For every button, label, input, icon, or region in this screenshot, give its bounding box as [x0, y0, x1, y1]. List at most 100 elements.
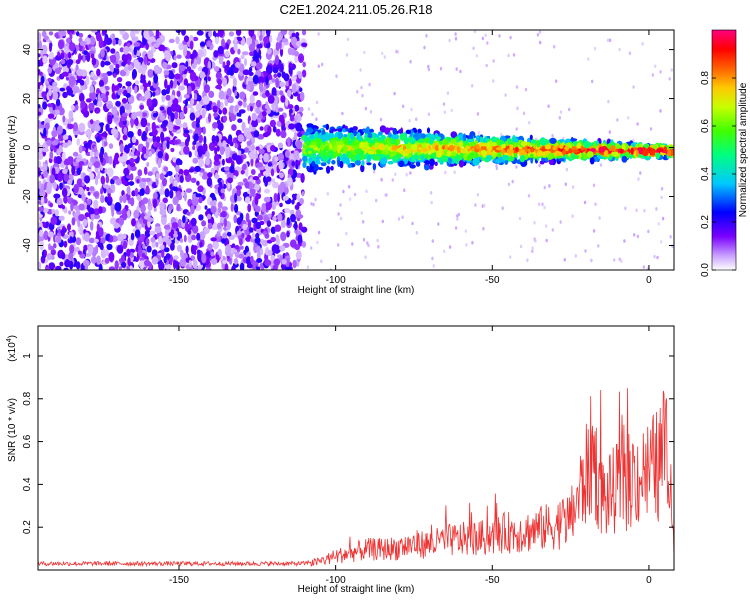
- heatmap-band-cell: [384, 147, 389, 154]
- heatmap-noise-cell: [43, 35, 49, 40]
- heatmap-faint-cell: [348, 197, 352, 201]
- x-tick-label: -150: [169, 575, 189, 586]
- heatmap-noise-cell: [159, 106, 165, 111]
- heatmap-band-cell: [558, 158, 565, 162]
- heatmap-band-cell: [366, 162, 372, 166]
- heatmap-noise-cell: [175, 36, 180, 45]
- heatmap-noise-cell: [289, 239, 297, 248]
- heatmap-noise-cell: [267, 95, 275, 104]
- heatmap-noise-cell: [134, 118, 139, 127]
- heatmap-noise-cell: [264, 188, 271, 194]
- colorbar-tick-label: 0.2: [700, 215, 711, 229]
- heatmap-noise-cell: [224, 263, 229, 270]
- spectrogram-cells: [38, 30, 674, 270]
- heatmap-noise-cell: [199, 41, 206, 47]
- heatmap-faint-cell: [369, 110, 373, 114]
- heatmap-noise-cell: [202, 95, 210, 105]
- heatmap-band-cell: [322, 154, 326, 160]
- heatmap-noise-cell: [131, 145, 135, 153]
- heatmap-noise-cell: [79, 92, 85, 103]
- heatmap-band-cell: [588, 142, 592, 147]
- heatmap-noise-cell: [277, 142, 283, 149]
- heatmap-faint-cell: [372, 170, 376, 174]
- heatmap-noise-cell: [212, 105, 218, 113]
- heatmap-band-cell: [398, 160, 405, 168]
- heatmap-noise-cell: [258, 173, 262, 178]
- heatmap-noise-cell: [77, 250, 82, 255]
- heatmap-noise-cell: [106, 167, 114, 178]
- heatmap-noise-cell: [201, 253, 207, 264]
- heatmap-noise-cell: [284, 207, 290, 213]
- y-tick-label: 0.6: [22, 434, 33, 448]
- heatmap-band-cell: [513, 153, 518, 158]
- heatmap-noise-cell: [207, 243, 213, 251]
- heatmap-band-cell: [426, 127, 431, 134]
- heatmap-band-cell: [458, 160, 464, 168]
- heatmap-band-cell: [368, 138, 374, 144]
- heatmap-noise-cell: [196, 232, 201, 241]
- spectrogram-y-label: Frequency (Hz): [7, 116, 18, 185]
- heatmap-noise-cell: [61, 71, 69, 77]
- heatmap-noise-cell: [173, 111, 179, 120]
- heatmap-noise-cell: [52, 126, 56, 132]
- heatmap-noise-cell: [49, 105, 53, 113]
- heatmap-band-cell: [305, 140, 310, 146]
- heatmap-noise-cell: [174, 139, 179, 145]
- heatmap-band-cell: [460, 147, 467, 154]
- heatmap-noise-cell: [38, 111, 42, 116]
- heatmap-noise-cell: [266, 220, 272, 228]
- heatmap-noise-cell: [152, 112, 158, 118]
- heatmap-faint-cell: [628, 51, 632, 55]
- heatmap-noise-cell: [179, 238, 183, 243]
- heatmap-noise-cell: [96, 109, 100, 114]
- heatmap-noise-cell: [127, 131, 134, 138]
- heatmap-noise-cell: [104, 36, 108, 45]
- heatmap-noise-cell: [194, 165, 201, 172]
- heatmap-band-cell: [352, 141, 358, 146]
- heatmap-faint-cell: [668, 77, 671, 81]
- heatmap-noise-cell: [288, 108, 293, 114]
- heatmap-band-cell: [459, 141, 463, 149]
- heatmap-band-cell: [501, 154, 508, 161]
- heatmap-noise-cell: [180, 190, 185, 197]
- colorbar-gradient: [711, 29, 737, 271]
- heatmap-faint-cell: [637, 177, 640, 181]
- heatmap-band-cell: [619, 148, 624, 154]
- heatmap-noise-cell: [206, 213, 212, 220]
- heatmap-noise-cell: [73, 185, 79, 194]
- heatmap-noise-cell: [294, 104, 300, 112]
- heatmap-noise-cell: [122, 134, 128, 141]
- heatmap-noise-cell: [85, 76, 90, 86]
- heatmap-faint-cell: [501, 206, 504, 210]
- heatmap-noise-cell: [284, 150, 290, 158]
- heatmap-noise-cell: [288, 123, 295, 130]
- heatmap-noise-cell: [44, 122, 50, 130]
- heatmap-faint-cell: [518, 216, 522, 221]
- heatmap-noise-cell: [226, 138, 233, 145]
- heatmap-noise-cell: [107, 200, 112, 206]
- heatmap-noise-cell: [260, 248, 264, 256]
- heatmap-noise-cell: [225, 244, 232, 254]
- heatmap-noise-cell: [168, 203, 174, 211]
- heatmap-noise-cell: [201, 220, 207, 227]
- colorbar-tick-label: 0.6: [700, 119, 711, 133]
- heatmap-noise-cell: [51, 208, 56, 215]
- heatmap-noise-cell: [82, 218, 88, 227]
- heatmap-noise-cell: [126, 265, 130, 270]
- heatmap-faint-cell: [659, 70, 662, 74]
- heatmap-noise-cell: [183, 169, 190, 176]
- heatmap-noise-cell: [299, 56, 303, 61]
- heatmap-noise-cell: [197, 66, 203, 72]
- heatmap-faint-cell: [409, 59, 412, 64]
- heatmap-noise-cell: [107, 114, 113, 125]
- heatmap-noise-cell: [248, 30, 255, 37]
- heatmap-noise-cell: [165, 253, 171, 260]
- heatmap-noise-cell: [241, 51, 249, 56]
- heatmap-noise-cell: [182, 122, 188, 129]
- heatmap-noise-cell: [155, 142, 162, 148]
- heatmap-noise-cell: [207, 76, 211, 82]
- heatmap-noise-cell: [269, 119, 276, 128]
- heatmap-noise-cell: [125, 93, 131, 98]
- heatmap-noise-cell: [290, 36, 298, 46]
- heatmap-noise-cell: [122, 240, 128, 250]
